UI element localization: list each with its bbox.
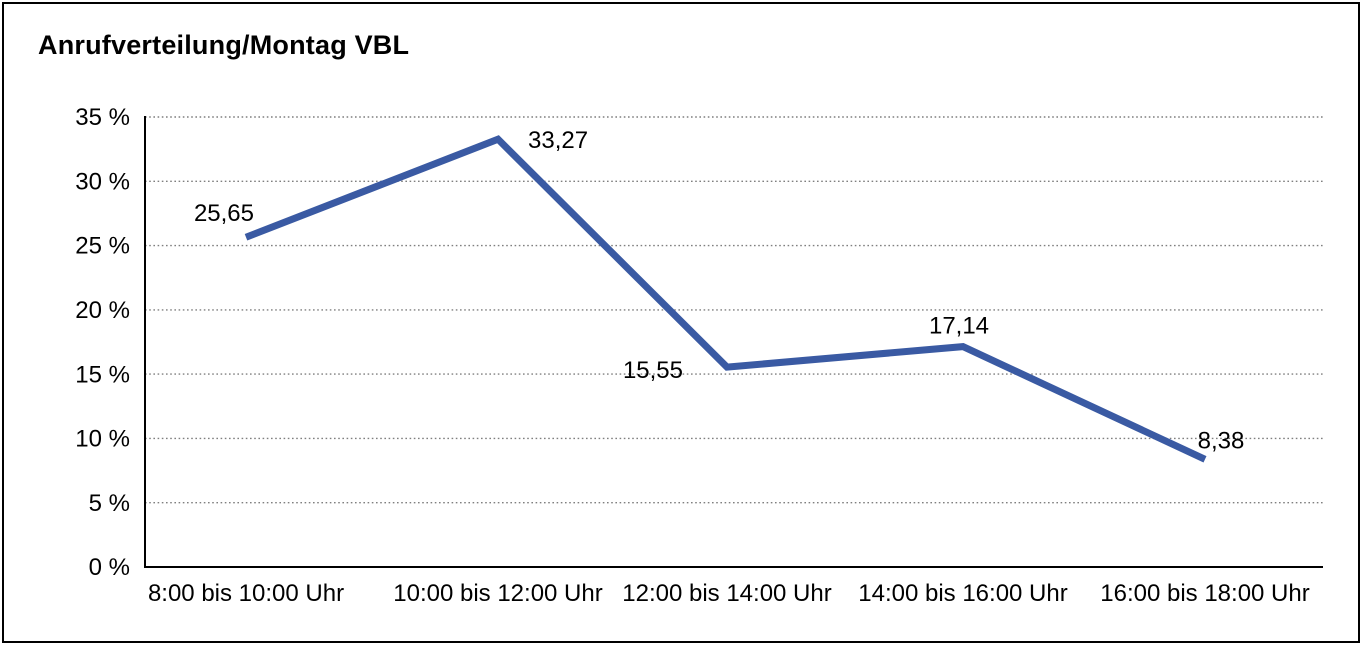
y-tick-label: 20 % [75, 297, 130, 324]
y-tick-label: 25 % [75, 233, 130, 260]
data-point-label: 25,65 [194, 200, 254, 227]
y-tick-label: 5 % [89, 490, 130, 517]
data-point-label: 17,14 [929, 313, 989, 340]
x-tick-label: 10:00 bis 12:00 Uhr [393, 580, 602, 607]
x-tick-label: 16:00 bis 18:00 Uhr [1100, 580, 1309, 607]
y-tick-label: 10 % [75, 426, 130, 453]
data-point-label: 8,38 [1198, 427, 1245, 454]
y-tick-label: 35 % [75, 104, 130, 131]
y-tick-label: 15 % [75, 361, 130, 388]
y-tick-label: 30 % [75, 168, 130, 195]
chart-title: Anrufverteilung/Montag VBL [38, 30, 410, 60]
data-series-line [244, 135, 1207, 463]
x-tick-label: 12:00 bis 14:00 Uhr [622, 580, 831, 607]
x-tick-label: 8:00 bis 10:00 Uhr [148, 580, 344, 607]
data-point-label: 15,55 [623, 357, 683, 384]
x-tick-label: 14:00 bis 16:00 Uhr [858, 580, 1067, 607]
y-tick-label: 0 % [89, 554, 130, 581]
data-point-label: 33,27 [528, 127, 588, 154]
